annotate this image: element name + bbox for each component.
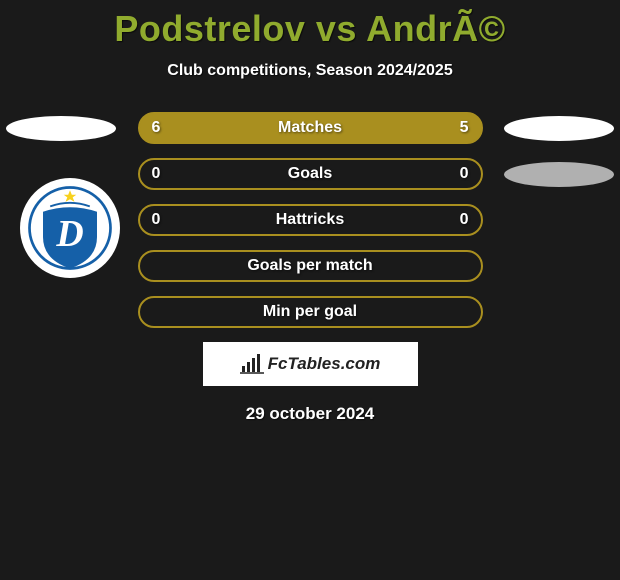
stat-label: Min per goal (263, 303, 357, 321)
stat-value-right: 0 (460, 165, 469, 183)
stat-label: Goals per match (247, 257, 372, 275)
brand-box: FcTables.com (203, 342, 418, 386)
stat-value-left: 6 (152, 119, 161, 137)
team-left-placeholder-oval (6, 116, 116, 141)
stat-row: Min per goal (0, 294, 620, 330)
page-title: Podstrelov vs AndrÃ© (0, 0, 620, 50)
stat-value-right: 5 (460, 119, 469, 137)
stat-value-left: 0 (152, 211, 161, 229)
stat-pill-matches: 6 Matches 5 (138, 112, 483, 144)
stat-label: Matches (278, 119, 342, 137)
stat-pill-goals-per-match: Goals per match (138, 250, 483, 282)
stat-row: 6 Matches 5 (0, 110, 620, 146)
stat-value-right: 0 (460, 211, 469, 229)
stat-value-left: 0 (152, 165, 161, 183)
stat-label: Hattricks (276, 211, 344, 229)
date-stamp: 29 october 2024 (0, 404, 620, 424)
bar-chart-icon (240, 354, 264, 374)
subtitle: Club competitions, Season 2024/2025 (0, 62, 620, 80)
stat-pill-goals: 0 Goals 0 (138, 158, 483, 190)
stat-pill-hattricks: 0 Hattricks 0 (138, 204, 483, 236)
club-crest-icon: D (25, 183, 115, 273)
club-badge-left: D (20, 178, 120, 278)
team-right-placeholder-oval (504, 162, 614, 187)
svg-text:D: D (55, 213, 83, 255)
stat-label: Goals (288, 165, 332, 183)
team-right-placeholder-oval (504, 116, 614, 141)
stat-pill-min-per-goal: Min per goal (138, 296, 483, 328)
brand-text: FcTables.com (268, 354, 381, 374)
